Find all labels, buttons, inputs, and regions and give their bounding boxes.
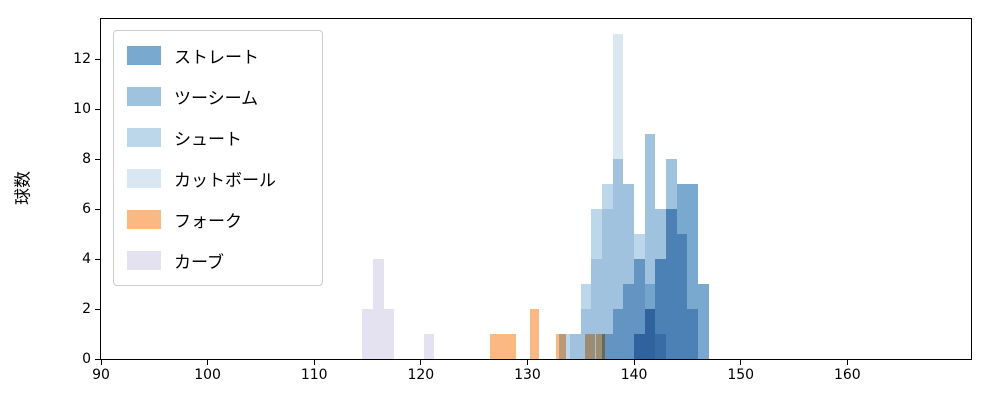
histogram-bar bbox=[634, 259, 645, 359]
histogram-bar bbox=[383, 309, 395, 359]
histogram-bar bbox=[655, 334, 667, 359]
legend-label: シュート bbox=[174, 130, 242, 150]
histogram-bar bbox=[362, 309, 373, 359]
histogram-bar bbox=[666, 159, 677, 359]
y-tick-mark bbox=[95, 258, 100, 260]
histogram-bar bbox=[687, 184, 699, 359]
x-tick-label: 140 bbox=[620, 367, 648, 383]
legend: ストレート ツーシーム シュート カットボール フォーク カーブ bbox=[113, 30, 323, 286]
histogram-bar bbox=[676, 234, 688, 359]
histogram-bar bbox=[644, 134, 656, 359]
histogram-bar bbox=[623, 184, 635, 359]
histogram-bar bbox=[502, 334, 516, 359]
y-tick-mark bbox=[95, 308, 100, 310]
legend-item: シュート bbox=[127, 125, 276, 150]
y-tick-label: 2 bbox=[82, 301, 91, 317]
legend-swatch bbox=[127, 128, 161, 147]
y-tick-mark bbox=[95, 208, 100, 210]
legend-label: カットボール bbox=[174, 171, 276, 191]
histogram-bar bbox=[655, 209, 667, 359]
x-tick-mark bbox=[740, 360, 742, 365]
legend-item: カットボール bbox=[127, 166, 276, 191]
histogram-bar bbox=[698, 284, 709, 359]
legend-item: ストレート bbox=[127, 43, 276, 68]
histogram-bar bbox=[556, 334, 566, 359]
histogram-bar bbox=[591, 259, 603, 359]
x-tick-label: 120 bbox=[407, 367, 435, 383]
histogram-bar bbox=[585, 334, 595, 359]
histogram-bar bbox=[687, 309, 699, 359]
x-tick-mark bbox=[526, 360, 528, 365]
y-tick-label: 4 bbox=[82, 251, 91, 267]
x-tick-mark bbox=[846, 360, 848, 365]
legend-item: フォーク bbox=[127, 207, 276, 232]
legend-swatch bbox=[127, 251, 161, 270]
x-tick-mark bbox=[313, 360, 315, 365]
y-tick-label: 6 bbox=[82, 201, 91, 217]
x-tick-label: 160 bbox=[833, 367, 861, 383]
histogram-bar bbox=[602, 209, 613, 359]
x-tick-mark bbox=[100, 360, 102, 365]
x-tick-label: 100 bbox=[194, 367, 221, 383]
histogram-bar bbox=[644, 309, 656, 359]
x-tick-mark bbox=[633, 360, 635, 365]
legend-label: フォーク bbox=[174, 212, 242, 232]
y-tick-mark bbox=[95, 108, 100, 110]
y-tick-label: 0 bbox=[82, 351, 91, 367]
legend-label: ストレート bbox=[174, 48, 259, 68]
legend-swatch bbox=[127, 210, 161, 229]
legend-swatch bbox=[127, 169, 161, 188]
y-tick-mark bbox=[95, 158, 100, 160]
x-tick-label: 90 bbox=[92, 367, 110, 383]
y-tick-label: 10 bbox=[73, 101, 91, 117]
x-tick-label: 150 bbox=[727, 367, 755, 383]
x-tick-label: 110 bbox=[300, 367, 328, 383]
histogram-bar bbox=[529, 309, 540, 359]
histogram-bar bbox=[372, 259, 384, 359]
x-tick-mark bbox=[420, 360, 422, 365]
legend-item: ツーシーム bbox=[127, 84, 276, 109]
plot-area: 90 100 110 120 130 140 150 160 0 2 4 6 8 10 12 ストレート … bbox=[73, 18, 972, 383]
y-tick-label: 12 bbox=[73, 51, 91, 67]
x-tick-mark bbox=[207, 360, 209, 365]
y-tick-mark bbox=[95, 58, 100, 60]
histogram-bar bbox=[490, 334, 503, 359]
legend-label: カーブ bbox=[174, 253, 224, 273]
histogram-bar bbox=[570, 334, 581, 359]
histogram-bar bbox=[595, 334, 606, 359]
legend-label: ツーシーム bbox=[174, 89, 259, 109]
bars-layer bbox=[101, 19, 971, 359]
y-tick-label: 8 bbox=[82, 151, 91, 167]
histogram-bar bbox=[612, 34, 624, 359]
histogram-bar bbox=[424, 334, 434, 359]
legend-item: カーブ bbox=[127, 248, 276, 273]
y-axis-label: 球数 bbox=[13, 171, 34, 205]
legend-swatch bbox=[127, 46, 161, 65]
x-tick-label: 130 bbox=[514, 367, 541, 383]
y-tick-mark bbox=[95, 358, 100, 360]
legend-swatch bbox=[127, 87, 161, 106]
